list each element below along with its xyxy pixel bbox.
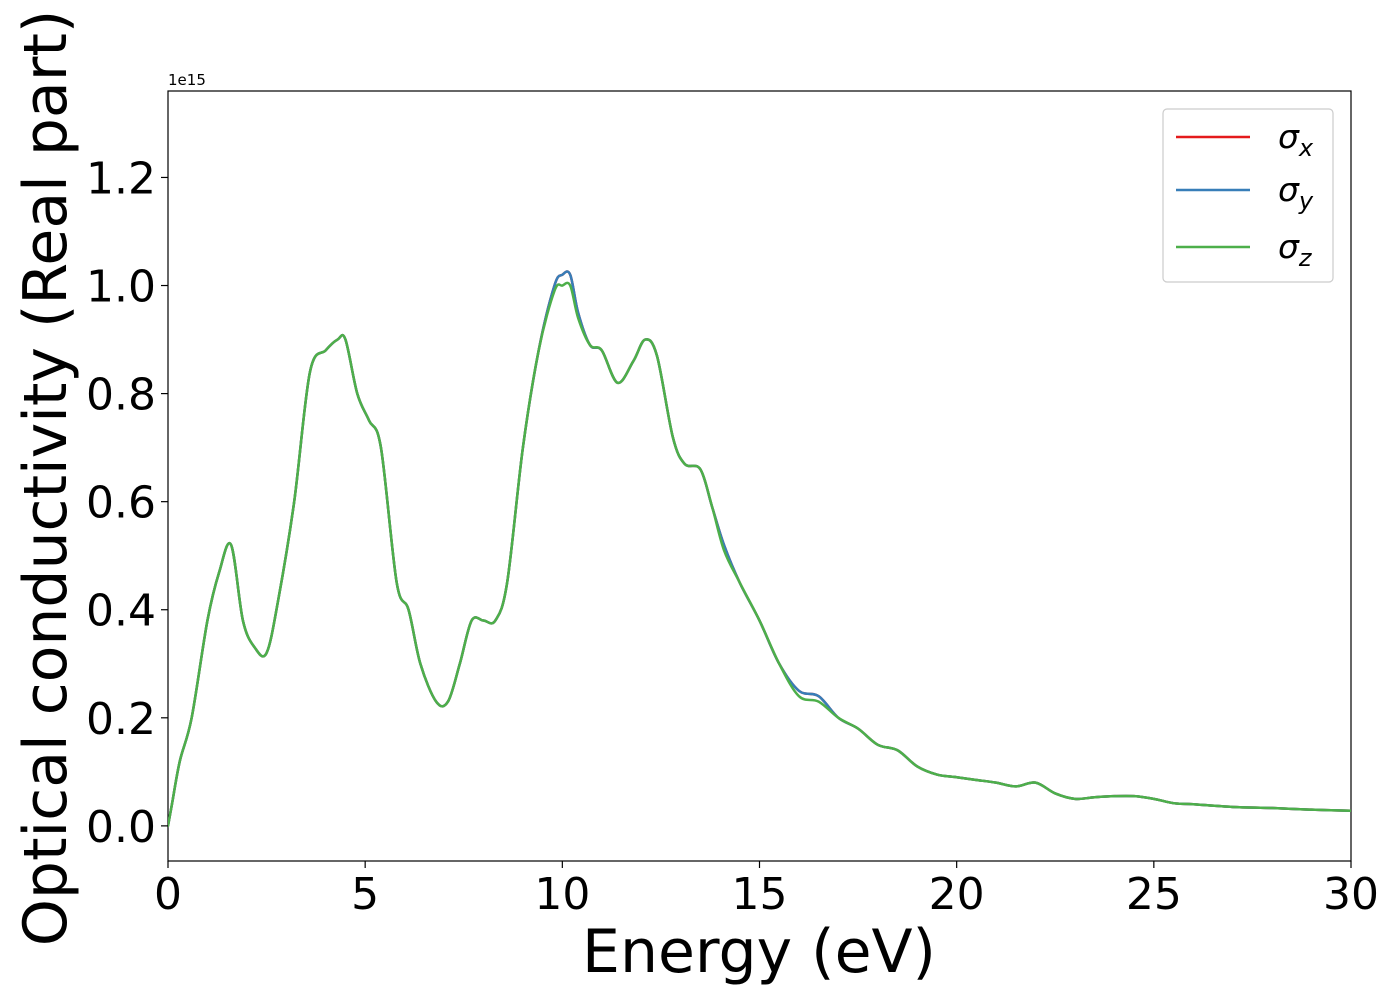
x-tick-label: 25 [1126,869,1182,920]
y-tick-label: 1.0 [86,262,156,313]
y-offset-label: 1e15 [168,71,206,89]
y-tick-label: 0.4 [86,586,156,637]
x-axis-title: Energy (eV) [582,917,936,987]
series-line-sigma-y [168,270,1351,828]
y-axis-ticks: 0.0 0.2 0.4 0.6 0.8 1.0 1.2 [86,153,168,853]
x-axis-ticks: 0 5 10 15 20 25 30 [154,861,1379,920]
legend-label-sigma-y: σy [1278,170,1314,215]
y-tick-label: 0.0 [86,802,156,853]
x-tick-label: 30 [1323,869,1379,920]
x-tick-label: 20 [929,869,985,920]
y-axis-title: Optical conductivity (Real part) [11,10,81,947]
legend: σx σy σz [1162,108,1334,283]
series-line-sigma-x [168,270,1351,828]
y-tick-label: 0.2 [86,694,156,745]
x-tick-label: 0 [154,869,182,920]
legend-label-sigma-x: σx [1278,117,1314,162]
series-lines [168,270,1351,828]
series-line-sigma-z [168,281,1351,828]
legend-label-sigma-z: σz [1278,227,1313,272]
x-tick-label: 15 [732,869,788,920]
x-tick-label: 10 [534,869,590,920]
y-tick-label: 1.2 [86,153,156,204]
x-tick-label: 5 [351,869,379,920]
y-tick-label: 0.8 [86,370,156,421]
y-tick-label: 0.6 [86,478,156,529]
legend-box [1162,108,1334,283]
